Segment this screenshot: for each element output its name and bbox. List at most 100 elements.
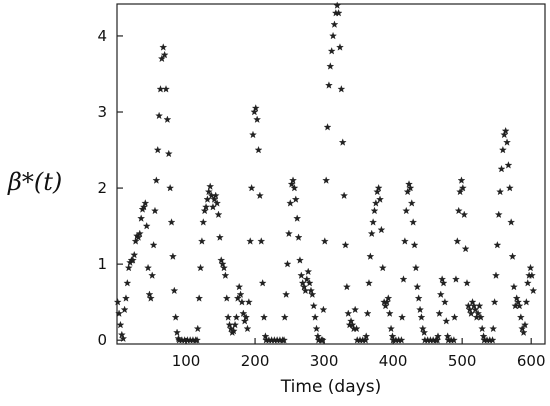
data-point <box>280 336 288 344</box>
data-point <box>412 263 420 272</box>
data-point <box>489 324 498 333</box>
data-point <box>503 138 511 146</box>
data-point <box>374 184 383 192</box>
data-point <box>330 20 339 28</box>
data-point <box>344 309 353 317</box>
data-point <box>416 305 424 314</box>
data-point <box>388 332 397 340</box>
data-point <box>304 267 313 275</box>
data-point <box>173 328 181 336</box>
data-point <box>387 324 395 333</box>
data-point <box>413 282 422 291</box>
data-point <box>200 206 209 215</box>
data-point <box>146 294 155 302</box>
data-points <box>113 1 538 344</box>
data-point <box>196 263 205 272</box>
data-point <box>478 324 487 333</box>
data-point <box>130 250 139 259</box>
data-point <box>211 191 220 199</box>
data-point <box>479 332 488 340</box>
data-point <box>377 225 386 234</box>
data-point <box>155 111 163 120</box>
data-point <box>231 320 239 329</box>
data-point <box>320 237 329 245</box>
data-point <box>500 130 509 139</box>
data-point <box>417 313 426 321</box>
data-point <box>202 203 210 211</box>
data-point <box>149 241 158 249</box>
data-point <box>442 317 451 325</box>
data-point <box>213 199 221 207</box>
data-point <box>512 294 521 302</box>
data-point <box>312 324 321 333</box>
data-point <box>492 271 500 279</box>
data-point <box>348 320 357 329</box>
data-point <box>397 336 406 344</box>
data-point <box>343 282 351 291</box>
data-point <box>120 305 129 314</box>
data-point <box>362 332 371 340</box>
data-point <box>373 187 382 196</box>
data-point <box>318 336 327 344</box>
data-point <box>334 9 343 17</box>
data-point <box>351 305 360 314</box>
data-point <box>311 313 319 321</box>
data-point <box>233 294 242 302</box>
x-tick-label: 100 <box>172 352 201 370</box>
data-point <box>170 286 179 295</box>
data-point <box>116 320 125 329</box>
data-point <box>145 290 154 298</box>
data-point <box>164 149 173 158</box>
data-point <box>325 81 333 89</box>
data-point <box>441 298 449 306</box>
data-point <box>258 279 267 287</box>
data-point <box>286 199 295 207</box>
data-point <box>508 252 517 260</box>
data-point <box>450 313 459 321</box>
data-point <box>501 126 510 135</box>
data-point <box>247 184 256 192</box>
data-point <box>403 187 412 196</box>
data-point <box>405 180 413 188</box>
data-point <box>398 313 406 321</box>
data-point <box>523 279 532 287</box>
data-point <box>124 263 133 272</box>
data-point <box>352 324 361 333</box>
data-point <box>493 241 502 249</box>
data-point <box>141 199 150 207</box>
data-point <box>439 279 448 287</box>
data-point <box>148 271 157 279</box>
data-point <box>383 298 391 306</box>
data-point <box>329 31 337 40</box>
data-point <box>305 279 314 287</box>
data-point <box>376 195 384 203</box>
data-point <box>314 332 322 340</box>
data-point <box>287 180 296 188</box>
y-tick-label: 3 <box>97 103 107 121</box>
data-point <box>238 298 246 306</box>
data-point <box>410 241 419 249</box>
data-point <box>459 184 467 192</box>
data-point <box>336 43 344 51</box>
data-point <box>289 176 297 184</box>
y-axis-label: β*(t) <box>7 168 62 196</box>
data-point <box>169 252 177 260</box>
data-point <box>153 146 162 154</box>
data-point <box>518 324 527 333</box>
data-point <box>285 229 293 237</box>
data-point <box>204 187 213 196</box>
data-point <box>323 123 332 131</box>
data-point <box>309 301 318 310</box>
data-point <box>308 290 317 298</box>
data-point <box>246 237 255 245</box>
data-point <box>214 210 223 218</box>
data-point <box>291 195 300 203</box>
data-point <box>293 214 302 222</box>
data-point <box>144 263 152 272</box>
data-point <box>152 176 161 184</box>
data-point <box>282 290 290 298</box>
data-point <box>488 336 497 344</box>
data-point <box>239 309 248 317</box>
y-axis-ticks: 0 1 2 3 4 <box>97 27 123 349</box>
